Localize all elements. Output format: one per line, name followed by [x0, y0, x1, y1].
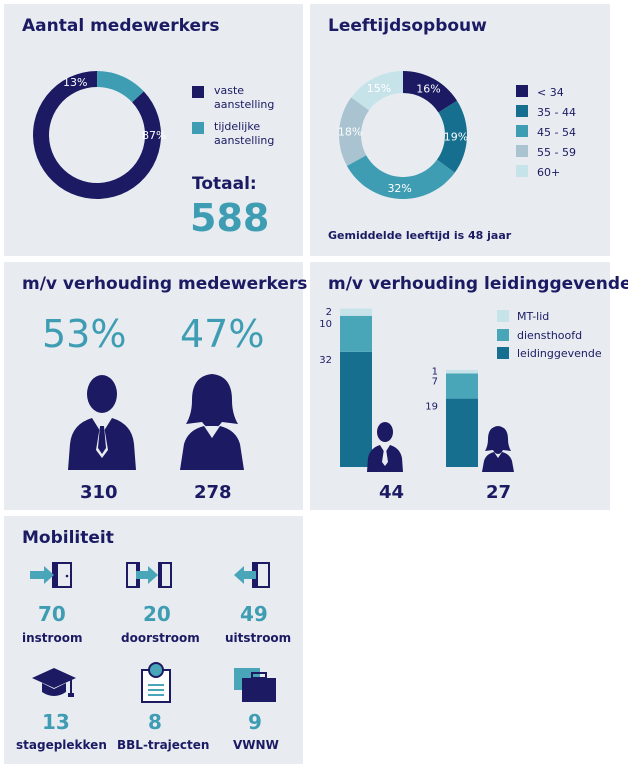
- average-age-note: Gemiddelde leeftijd is 48 jaar: [328, 229, 512, 242]
- panel-mv-medewerkers: m/v verhouding medewerkers 53% 47% 310 2…: [4, 262, 307, 510]
- slice-age-4: [351, 71, 403, 111]
- mobility-value-instroom: 70: [38, 602, 66, 626]
- total-vrouw: 27: [486, 482, 512, 503]
- slice-tijdelijk: [97, 71, 144, 103]
- bar-value-label: 19: [425, 402, 438, 413]
- legend-label-age-0: < 34: [537, 86, 564, 99]
- slice-label: 16%: [416, 83, 440, 96]
- manager-man-icon: [367, 422, 403, 472]
- certificate-icon: [141, 662, 171, 703]
- panel-title: Aantal medewerkers: [22, 16, 220, 36]
- slice-label-tijdelijk: 13%: [63, 76, 87, 89]
- legend-swatch-age-1: [516, 105, 528, 117]
- panel-title: m/v verhouding medewerkers: [22, 274, 308, 294]
- mobility-value-vwnw: 9: [248, 710, 262, 734]
- managers-stacked-bar-chart: 32 102 19 71 MT-lid diensthoofd leidinggeve…: [319, 307, 602, 472]
- mobility-label-doorstroom: doorstroom: [121, 631, 200, 645]
- legend-label-age-3: 55 - 59: [537, 146, 576, 159]
- legend-swatch-age-2: [516, 125, 528, 137]
- slice-label: 15%: [367, 82, 391, 95]
- legend-swatch-tijdelijk: [192, 122, 204, 134]
- person-icons: [68, 374, 244, 470]
- legend-label-leidinggevende: leidinggevende: [517, 347, 602, 360]
- slice-label: 19%: [444, 131, 468, 144]
- instroom-door-icon: [30, 562, 72, 588]
- slice-age-1: [436, 100, 467, 173]
- bar-segment-mt-lid-vrouw: [446, 369, 478, 374]
- legend-label-vast: vaste aanstelling: [214, 84, 275, 111]
- legend-label-mt-lid: MT-lid: [517, 310, 549, 323]
- pct-man: 53%: [42, 312, 127, 356]
- legend-label-age-4: 60+: [537, 166, 560, 179]
- legend-swatch-age-0: [516, 85, 528, 97]
- graduation-cap-icon: [32, 668, 76, 697]
- total-value: 588: [190, 196, 270, 240]
- legend-swatch-age-3: [516, 145, 528, 157]
- man-icon: [68, 375, 136, 470]
- slice-label: 18%: [338, 126, 362, 139]
- legend-label-age-2: 45 - 54: [537, 126, 576, 139]
- bar-segment-diensthoofd-vrouw: [446, 373, 478, 399]
- slice-label: 32%: [387, 182, 411, 195]
- slice-label-vast: 87%: [142, 129, 166, 142]
- bar-segment-diensthoofd-man: [340, 315, 372, 352]
- panel-leeftijdsopbouw: Leeftijdsopbouw 16% 19% 32% 18% 15% < 34 35 …: [310, 4, 610, 256]
- total-label: Totaal:: [192, 174, 257, 194]
- mobility-icons: [30, 562, 276, 703]
- mobility-value-bbl: 8: [148, 710, 162, 734]
- mobility-label-uitstroom: uitstroom: [225, 631, 292, 645]
- mobility-value-stageplekken: 13: [42, 710, 70, 734]
- count-man: 310: [80, 482, 118, 503]
- panel-mobiliteit: Mobiliteit: [4, 516, 303, 764]
- legend-swatch-age-4: [516, 165, 528, 177]
- bar-value-label: 10: [319, 319, 332, 330]
- slice-age-3: [339, 97, 370, 166]
- bar-segment-leidinggevende-man: [340, 351, 372, 467]
- manager-woman-icon: [482, 426, 514, 472]
- legend-label-tijdelijk: tijdelijke aanstelling: [214, 120, 275, 147]
- woman-icon: [180, 374, 244, 470]
- bar-value-label: 32: [319, 355, 332, 366]
- bar-value-label: 7: [432, 376, 438, 387]
- legend-swatch-leidinggevende: [497, 347, 509, 359]
- doorstroom-door-icon: [126, 562, 172, 588]
- panel-title: Mobiliteit: [22, 528, 114, 548]
- panel-title: m/v verhouding leidinggevenden: [328, 274, 628, 294]
- slice-age-0: [403, 71, 458, 113]
- briefcase-icon: [234, 668, 276, 702]
- bar-segment-leidinggevende-vrouw: [446, 398, 478, 467]
- panel-mv-leidinggevenden: m/v verhouding leidinggevenden 32 10 2 19 7 1…: [310, 262, 628, 510]
- total-man: 44: [379, 482, 405, 503]
- legend-label-diensthoofd: diensthoofd: [517, 329, 582, 342]
- legend-swatch-diensthoofd: [497, 329, 509, 341]
- bar-value-label: 2: [326, 307, 332, 318]
- mobility-label-bbl: BBL-trajecten: [117, 738, 210, 752]
- pct-vrouw: 47%: [180, 312, 265, 356]
- bar-segment-mt-lid-man: [340, 308, 372, 316]
- count-vrouw: 278: [194, 482, 232, 503]
- uitstroom-door-icon: [234, 562, 270, 588]
- mobility-label-vwnw: VWNW: [233, 738, 279, 752]
- legend-swatch-vast: [192, 86, 204, 98]
- mobility-label-stageplekken: stageplekken: [16, 738, 107, 752]
- mobility-label-instroom: instroom: [22, 631, 83, 645]
- mobility-value-uitstroom: 49: [240, 602, 268, 626]
- slice-age-2: [346, 155, 455, 199]
- legend-label-age-1: 35 - 44: [537, 106, 576, 119]
- age-donut-chart: 16% 19% 32% 18% 15% < 34 35 - 44 45 - 54 55 …: [338, 71, 576, 199]
- bar-value-label: 1: [432, 367, 438, 378]
- panel-aantal-medewerkers: Aantal medewerkers 87% 13% vaste aanstel…: [4, 4, 303, 256]
- panel-title: Leeftijdsopbouw: [328, 16, 487, 36]
- legend-swatch-mt-lid: [497, 310, 509, 322]
- employees-donut-chart: 87% 13%: [33, 70, 204, 199]
- mobility-value-doorstroom: 20: [143, 602, 171, 626]
